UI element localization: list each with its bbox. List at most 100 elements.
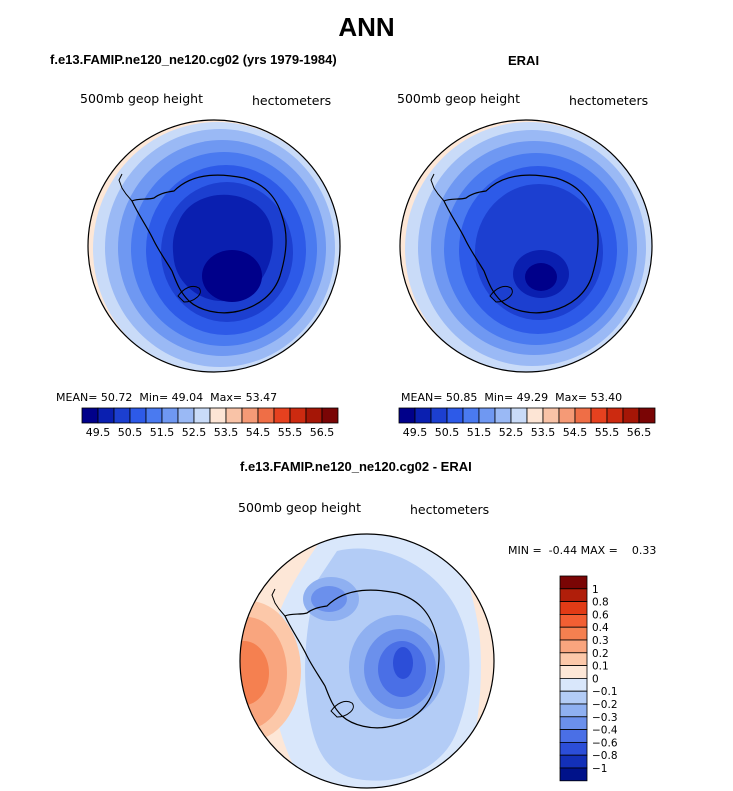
colorbar-0-box-14 (305, 407, 323, 424)
colorbar-0-label-6: 55.5 (278, 426, 303, 439)
colorbar-0-box-3 (129, 407, 147, 424)
obs-mean-value: 50.85 (445, 391, 478, 404)
colorbar-1-label-3: 52.5 (499, 426, 524, 439)
colorbar-0-label-4: 53.5 (214, 426, 239, 439)
colorbar-1-box-9 (542, 407, 560, 424)
colorbar-1-box-7 (510, 407, 528, 424)
model-colorbar: 49.5 50.5 51.5 52.5 53.5 54.5 55.5 56.5 (81, 407, 339, 439)
model-max-label: Max= (210, 391, 243, 404)
colorbar-1-box-13 (606, 407, 624, 424)
colorbar-0-box-0 (81, 407, 99, 424)
colorbar-0-label-5: 54.5 (246, 426, 271, 439)
colorbar-0-box-13 (289, 407, 307, 424)
model-min-label: Min= (139, 391, 169, 404)
model-max-value: 53.47 (245, 391, 278, 404)
colorbar-2-label-2: 0.6 (592, 609, 609, 621)
colorbar-2-box-5 (559, 639, 588, 654)
colorbar-0-box-9 (225, 407, 243, 424)
colorbar-2-box-7 (559, 665, 588, 679)
colorbar-2-label-3: 0.4 (592, 622, 609, 634)
colorbar-0-box-10 (241, 407, 259, 424)
page-title: ANN (338, 12, 395, 42)
panel-diff-field-label: 500mb geop height (238, 500, 361, 515)
panel-diff-units: hectometers (410, 502, 490, 517)
model-mean-value: 50.72 (100, 391, 133, 404)
panel-obs-stats: MEAN= 50.85 Min= 49.29 Max= 53.40 (401, 391, 622, 404)
colorbar-1-box-0 (398, 407, 416, 424)
colorbar-1-box-2 (430, 407, 448, 424)
panel-model-stats: MEAN= 50.72 Min= 49.04 Max= 53.47 (56, 391, 277, 404)
colorbar-1-label-6: 55.5 (595, 426, 620, 439)
panel-diff-title: f.e13.FAMIP.ne120_ne120.cg02 - ERAI (240, 459, 472, 474)
obs-max-value: 53.40 (590, 391, 623, 404)
obs-min-value: 49.29 (516, 391, 549, 404)
colorbar-2-box-13 (559, 741, 588, 756)
colorbar-2-label-4: 0.3 (592, 635, 609, 647)
diff-colorbar: 10.80.60.40.30.20.10−0.1−0.2−0.3−0.4−0.6… (559, 575, 618, 782)
panel-model-field-label: 500mb geop height (80, 91, 203, 106)
colorbar-2-box-0 (559, 575, 588, 590)
colorbar-2-box-2 (559, 601, 588, 615)
colorbar-0-label-3: 52.5 (182, 426, 207, 439)
colorbar-0-box-1 (97, 407, 115, 424)
obs-mean-label: MEAN= (401, 391, 443, 404)
colorbar-0-box-11 (257, 407, 275, 424)
colorbar-1-box-5 (478, 407, 496, 424)
obs-max-label: Max= (555, 391, 588, 404)
colorbar-1-box-10 (558, 407, 576, 424)
model-mean-label: MEAN= (56, 391, 98, 404)
colorbar-0-label-1: 50.5 (118, 426, 143, 439)
colorbar-1-label-0: 49.5 (403, 426, 428, 439)
colorbar-2-label-7: 0 (592, 673, 599, 685)
colorbar-0-box-12 (273, 407, 291, 424)
obs-polar-map (399, 119, 653, 373)
panel-obs-units: hectometers (569, 93, 649, 108)
colorbar-2-box-8 (559, 678, 588, 692)
colorbar-1-box-14 (622, 407, 640, 424)
colorbar-2-box-9 (559, 690, 588, 705)
panel-diff-minmax: MIN = -0.44 MAX = 0.33 (508, 544, 657, 557)
colorbar-2-box-11 (559, 716, 588, 731)
colorbar-2-label-8: −0.1 (592, 686, 618, 698)
panel-model-title: f.e13.FAMIP.ne120_ne120.cg02 (yrs 1979-1… (50, 52, 337, 67)
colorbar-2-label-12: −0.6 (592, 737, 618, 749)
colorbar-0-box-5 (161, 407, 179, 424)
model-polar-map (87, 119, 341, 373)
panel-model-units: hectometers (252, 93, 332, 108)
colorbar-0-box-4 (145, 407, 163, 424)
colorbar-0-box-7 (193, 407, 211, 424)
colorbar-1-label-4: 53.5 (531, 426, 556, 439)
colorbar-1-label-7: 56.5 (627, 426, 652, 439)
colorbar-2-box-3 (559, 614, 588, 628)
colorbar-2-box-12 (559, 729, 588, 743)
colorbar-1-label-2: 51.5 (467, 426, 492, 439)
colorbar-2-label-6: 0.1 (592, 661, 609, 673)
colorbar-1-box-4 (462, 407, 480, 424)
colorbar-2-label-0: 1 (592, 584, 599, 596)
obs-min-label: Min= (484, 391, 514, 404)
colorbar-0-box-15 (321, 407, 339, 424)
colorbar-0-box-8 (209, 407, 227, 424)
colorbar-1-box-11 (574, 407, 592, 424)
panel-obs-field-label: 500mb geop height (397, 91, 520, 106)
panel-obs-title: ERAI (508, 53, 540, 68)
colorbar-1-box-8 (526, 407, 544, 424)
colorbar-1-label-1: 50.5 (435, 426, 460, 439)
colorbar-0-box-2 (113, 407, 131, 424)
colorbar-0-label-2: 51.5 (150, 426, 175, 439)
colorbar-1-box-12 (590, 407, 608, 424)
obs-colorbar: 49.5 50.5 51.5 52.5 53.5 54.5 55.5 56.5 (398, 407, 656, 439)
colorbar-0-label-7: 56.5 (310, 426, 335, 439)
colorbar-2-box-1 (559, 588, 588, 603)
colorbar-2-box-15 (559, 767, 588, 782)
colorbar-0-label-0: 49.5 (86, 426, 111, 439)
model-min-value: 49.04 (171, 391, 204, 404)
colorbar-1-label-5: 54.5 (563, 426, 588, 439)
colorbar-1-box-3 (446, 407, 464, 424)
colorbar-1-box-15 (638, 407, 656, 424)
colorbar-2-box-6 (559, 652, 588, 667)
colorbar-2-box-14 (559, 754, 588, 769)
colorbar-0-box-6 (177, 407, 195, 424)
colorbar-2-label-1: 0.8 (592, 597, 609, 609)
colorbar-2-label-10: −0.3 (592, 712, 618, 724)
